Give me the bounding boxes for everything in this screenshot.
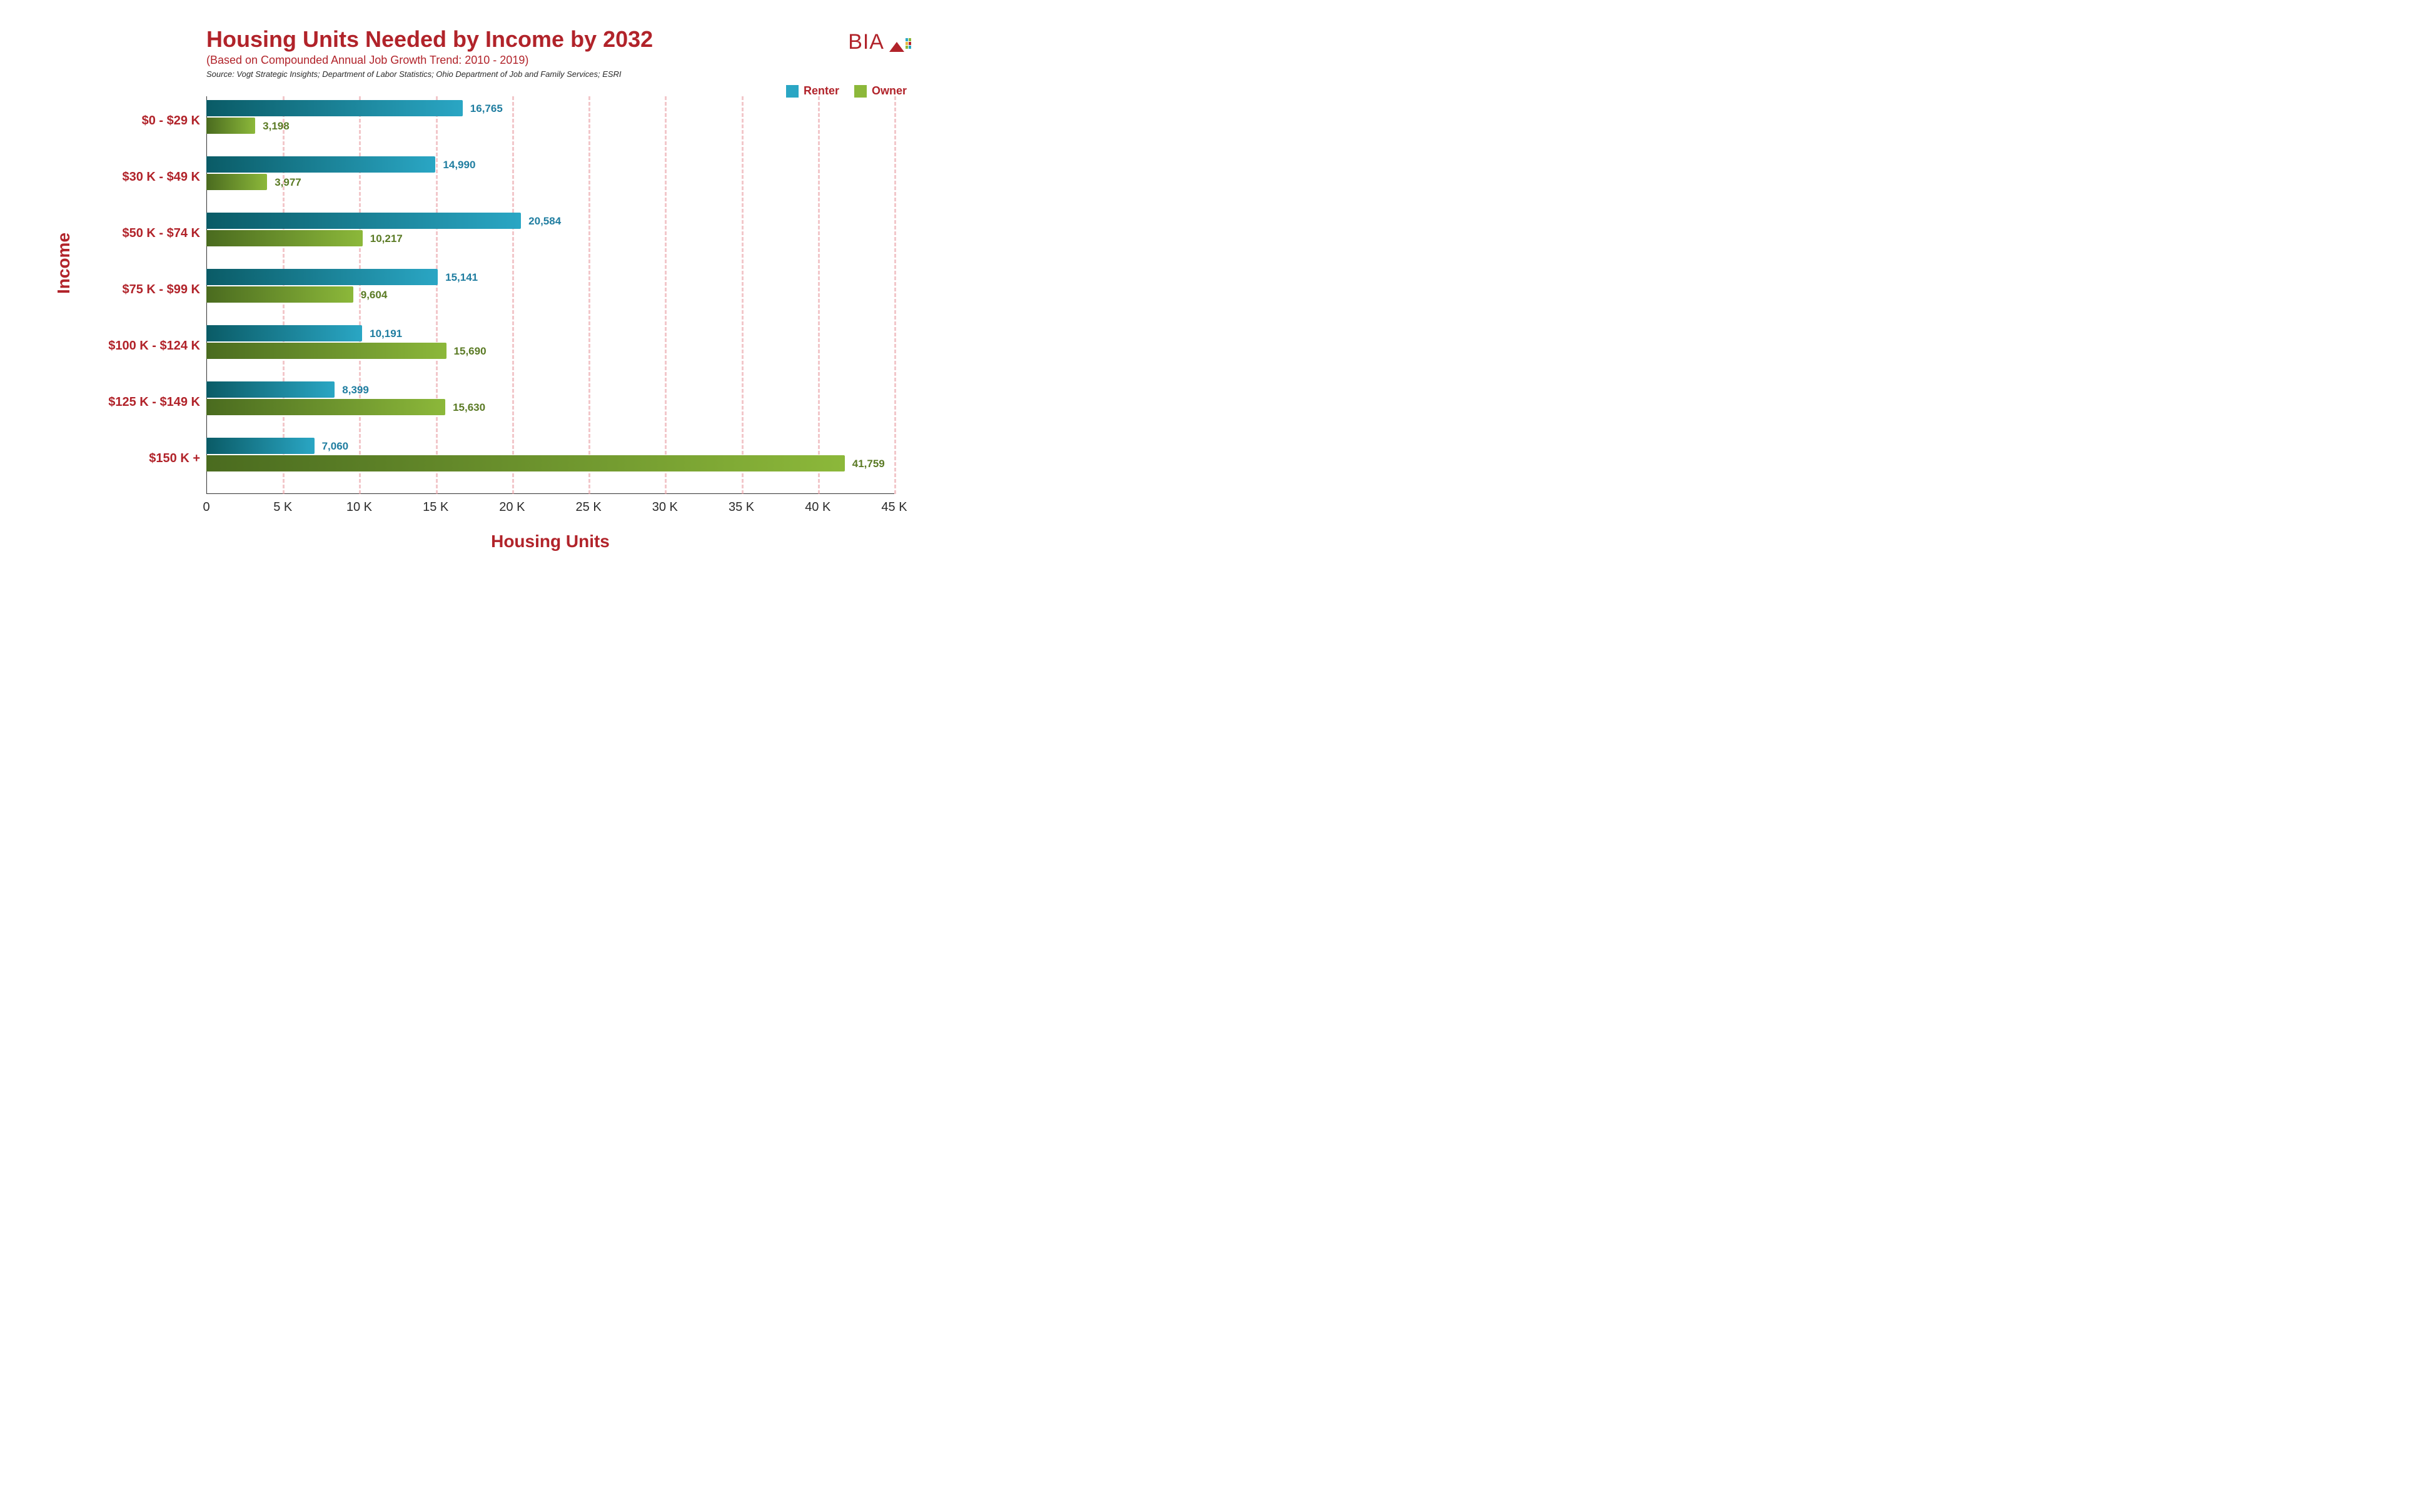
- bar-owner: [206, 174, 267, 190]
- bar-owner-value: 41,759: [852, 458, 885, 470]
- bar-owner: [206, 286, 353, 303]
- bar-renter: [206, 100, 463, 116]
- logo-icon: [888, 32, 913, 53]
- y-tick-label: $150 K +: [149, 451, 200, 466]
- x-tick-label: 45 K: [881, 500, 907, 515]
- bar-renter-value: 7,060: [322, 440, 349, 453]
- plot-area: 16,765 3,198 14,990 3,977 20,584 10,217 15,141…: [206, 96, 894, 494]
- gridline: [894, 96, 896, 494]
- x-baseline: [206, 493, 894, 494]
- bar-owner-value: 3,198: [263, 120, 290, 133]
- bar-renter-value: 16,765: [470, 103, 503, 115]
- bar-renter: [206, 325, 362, 341]
- bar-owner-value: 15,690: [454, 345, 487, 358]
- y-axis-title: Income: [54, 233, 74, 294]
- bar-owner: [206, 343, 447, 359]
- bar-renter-value: 8,399: [342, 384, 369, 396]
- bar-owner: [206, 118, 255, 134]
- bar-renter: [206, 438, 315, 454]
- bar-renter-value: 15,141: [445, 271, 478, 284]
- gridline: [436, 96, 438, 494]
- logo-text: BIA: [848, 30, 884, 54]
- housing-chart: Housing Units Needed by Income by 2032 (…: [31, 19, 932, 569]
- legend-owner: Owner: [854, 84, 907, 98]
- chart-subtitle: (Based on Compounded Annual Job Growth T…: [206, 54, 653, 67]
- x-tick-label: 25 K: [576, 500, 602, 515]
- bar-owner-value: 10,217: [370, 233, 403, 245]
- title-block: Housing Units Needed by Income by 2032 (…: [206, 26, 653, 79]
- x-tick-label: 20 K: [499, 500, 525, 515]
- gridline: [665, 96, 667, 494]
- legend-renter-label: Renter: [804, 84, 839, 98]
- y-tick-label: $30 K - $49 K: [122, 170, 200, 184]
- bar-owner-value: 15,630: [453, 401, 485, 414]
- x-tick-label: 40 K: [805, 500, 830, 515]
- y-tick-label: $0 - $29 K: [142, 114, 200, 128]
- y-tick-label: $75 K - $99 K: [122, 283, 200, 297]
- x-axis-title: Housing Units: [206, 532, 894, 552]
- gridline: [588, 96, 590, 494]
- x-tick-label: 35 K: [729, 500, 754, 515]
- gridline: [512, 96, 514, 494]
- legend-renter-swatch: [786, 85, 799, 98]
- chart-source: Source: Vogt Strategic Insights; Departm…: [206, 69, 653, 79]
- bar-owner-value: 9,604: [361, 289, 388, 301]
- x-tick-label: 0: [203, 500, 209, 515]
- x-tick-label: 10 K: [346, 500, 372, 515]
- gridline: [742, 96, 744, 494]
- legend-renter: Renter: [786, 84, 839, 98]
- bar-renter: [206, 269, 438, 285]
- bar-renter: [206, 156, 435, 173]
- bar-owner-value: 3,977: [275, 176, 301, 189]
- legend-owner-swatch: [854, 85, 867, 98]
- x-tick-label: 5 K: [273, 500, 292, 515]
- y-tick-label: $50 K - $74 K: [122, 226, 200, 241]
- bar-renter-value: 10,191: [370, 328, 402, 340]
- gridline: [818, 96, 820, 494]
- x-tick-label: 30 K: [652, 500, 678, 515]
- bar-renter-value: 14,990: [443, 159, 475, 171]
- bar-owner: [206, 399, 445, 415]
- bar-renter-value: 20,584: [528, 215, 561, 228]
- x-tick-label: 15 K: [423, 500, 448, 515]
- legend-owner-label: Owner: [872, 84, 907, 98]
- y-tick-label: $125 K - $149 K: [108, 395, 200, 410]
- legend: Renter Owner: [786, 84, 907, 98]
- bar-owner: [206, 455, 845, 471]
- chart-title: Housing Units Needed by Income by 2032: [206, 26, 653, 53]
- bar-renter: [206, 213, 521, 229]
- bar-renter: [206, 381, 335, 398]
- bar-owner: [206, 230, 363, 246]
- bia-logo: BIA: [848, 30, 913, 54]
- y-tick-label: $100 K - $124 K: [108, 339, 200, 353]
